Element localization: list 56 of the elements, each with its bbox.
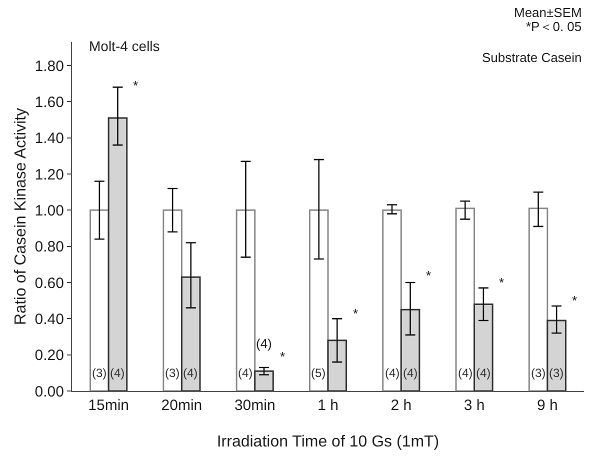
text: Mean±SEM xyxy=(514,5,582,20)
annotation: * xyxy=(499,275,504,290)
annotation: * xyxy=(572,293,578,308)
bar xyxy=(108,117,128,391)
bar xyxy=(236,209,256,391)
annotation: * xyxy=(280,349,286,364)
annotation: * xyxy=(426,268,432,283)
annotation: (4) xyxy=(256,336,272,351)
bar xyxy=(308,209,329,391)
annotation: (4) xyxy=(238,366,253,380)
annotation: (3) xyxy=(165,366,180,380)
annotation: (3) xyxy=(531,366,546,380)
y-tick-label: 1.00 xyxy=(34,202,64,220)
bar xyxy=(327,340,348,391)
annotation: (5) xyxy=(311,366,326,380)
annotation: (4) xyxy=(183,366,198,380)
annotation: (3) xyxy=(92,366,107,380)
bar xyxy=(546,320,566,391)
x-tick-label: 30min xyxy=(234,397,276,414)
annotation: (4) xyxy=(476,366,491,380)
bar xyxy=(382,209,402,391)
bar xyxy=(90,209,110,391)
x-tick-label: 20min xyxy=(161,397,202,414)
y-tick-label: 1.40 xyxy=(34,130,64,148)
annotation: * xyxy=(133,78,138,93)
y-tick-label: 0.60 xyxy=(34,274,64,292)
bar xyxy=(254,370,274,391)
x-tick-label: 1 h xyxy=(318,397,338,414)
annotation: (3) xyxy=(549,366,564,380)
x-axis-title: Irradiation Time of 10 Gs (1mT) xyxy=(216,434,440,451)
x-tick-label: 15min xyxy=(88,397,129,414)
bar xyxy=(180,276,201,391)
y-tick-label: 0.40 xyxy=(34,310,64,328)
annotation: Substrate Casein xyxy=(482,50,582,65)
bar xyxy=(162,209,182,391)
x-tick-label: 9 h xyxy=(537,397,558,414)
text: *P＜0. 05 xyxy=(526,19,582,34)
y-tick-label: 1.80 xyxy=(34,58,64,75)
y-tick-label: 0.20 xyxy=(34,347,64,364)
bar xyxy=(528,208,548,391)
bar xyxy=(474,303,494,391)
annotation: (4) xyxy=(385,366,400,380)
x-tick-label: 2 h xyxy=(390,397,412,414)
bar xyxy=(400,308,420,391)
annotation: (4) xyxy=(403,366,418,380)
annotation: * xyxy=(353,306,358,321)
bar xyxy=(455,208,476,391)
x-tick-label: 3 h xyxy=(464,397,485,414)
y-axis-title: Ratio of Casein Kinase Activity xyxy=(12,108,30,325)
annotation: Molt-4 cells xyxy=(89,38,160,54)
y-tick-label: 0.80 xyxy=(34,238,64,256)
annotation: (4) xyxy=(458,366,473,380)
annotation: (4) xyxy=(110,366,125,380)
y-tick-label: 1.20 xyxy=(34,166,64,184)
y-tick-label: 0.00 xyxy=(34,383,64,400)
y-tick-label: 1.60 xyxy=(34,94,64,111)
